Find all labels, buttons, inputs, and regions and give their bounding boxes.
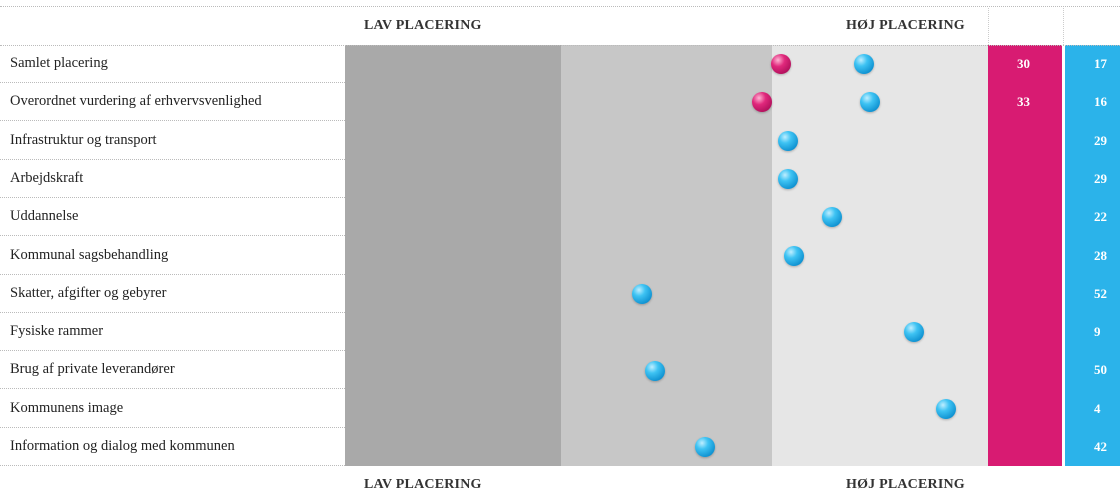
pink-rank-column (988, 45, 1062, 466)
blue-rank-dot (904, 322, 925, 343)
header-separator (1063, 8, 1064, 45)
row-divider (0, 465, 345, 466)
blue-rank-dot (632, 283, 653, 304)
row-label: Uddannelse (10, 208, 79, 225)
table-row: Brug af private leverandører 50 (0, 351, 1120, 390)
row-divider (0, 235, 345, 237)
table-row: Uddannelse 22 (0, 198, 1120, 237)
row-label: Information og dialog med kommunen (10, 438, 235, 454)
row-divider (0, 388, 345, 390)
blue-rank-dot (777, 169, 798, 190)
row-divider (0, 196, 345, 198)
row-label: Arbejdskraft (10, 169, 84, 186)
header-low-label: LAV PLACERING (364, 18, 482, 33)
table-row: Infrastruktur og transport 29 (0, 122, 1120, 160)
row-divider (0, 120, 345, 122)
blue-rank-dot (695, 437, 716, 458)
table-row: Kommunens image 4 (0, 390, 1120, 428)
blue-rank-value: 28 (1094, 247, 1107, 263)
mid-band (561, 45, 772, 466)
blue-rank-dot (784, 245, 805, 266)
pink-rank-dot (771, 54, 792, 75)
row-divider (0, 311, 345, 313)
row-label: Skatter, afgifter og gebyrer (10, 284, 167, 301)
high-band (772, 45, 988, 466)
pink-rank-dot (752, 92, 773, 113)
table-row: Fysiske rammer 9 (0, 313, 1120, 352)
footer-row: LAV PLACERING HØJ PLACERING (0, 466, 1120, 493)
blue-rank-value: 9 (1094, 324, 1101, 340)
row-label: Samlet placering (10, 55, 108, 71)
pink-rank-value: 30 (1017, 56, 1030, 71)
header-separator (988, 8, 989, 45)
top-divider (0, 6, 1120, 7)
low-band (345, 45, 561, 466)
row-label: Brug af private leverandører (10, 361, 175, 378)
header-high-label: HØJ PLACERING (846, 18, 965, 33)
blue-rank-value: 22 (1094, 209, 1107, 225)
blue-rank-value: 29 (1094, 170, 1107, 186)
row-divider (0, 273, 345, 275)
blue-rank-value: 50 (1094, 362, 1107, 378)
row-divider (0, 82, 345, 83)
row-divider (0, 158, 345, 160)
row-label: Overordnet vurdering af erhvervsvenlighe… (10, 93, 262, 110)
row-divider (0, 350, 345, 352)
table-row: Samlet placering 30 17 (0, 45, 1120, 83)
blue-rank-dot (777, 130, 798, 151)
row-label: Kommunal sagsbehandling (10, 246, 169, 263)
table-row: Skatter, afgifter og gebyrer 52 (0, 275, 1120, 313)
row-label: Fysiske rammer (10, 323, 104, 340)
table-row: Information og dialog med kommunen 42 (0, 428, 1120, 466)
table-row: Arbejdskraft 29 (0, 160, 1120, 198)
header-row: LAV PLACERING HØJ PLACERING (0, 8, 1120, 46)
blue-rank-value: 16 (1094, 94, 1107, 110)
row-label: Infrastruktur og transport (10, 131, 157, 148)
pink-rank-value: 33 (1017, 94, 1030, 110)
footer-low-label: LAV PLACERING (364, 477, 482, 492)
blue-rank-dot (860, 92, 881, 113)
row-divider (0, 426, 345, 428)
blue-rank-dot (822, 207, 843, 228)
blue-rank-value: 42 (1094, 439, 1107, 454)
blue-rank-value: 29 (1094, 132, 1107, 148)
blue-rank-dot (853, 54, 874, 75)
table-row: Overordnet vurdering af erhvervsvenlighe… (0, 83, 1120, 122)
blue-rank-value: 17 (1094, 56, 1107, 71)
row-label: Kommunens image (10, 399, 124, 416)
table-row: Kommunal sagsbehandling 28 (0, 237, 1120, 275)
blue-rank-column (1065, 45, 1120, 466)
blue-rank-value: 4 (1094, 400, 1101, 416)
blue-rank-dot (644, 360, 665, 381)
blue-rank-dot (936, 398, 956, 419)
footer-high-label: HØJ PLACERING (846, 477, 965, 492)
blue-rank-value: 52 (1094, 285, 1107, 301)
